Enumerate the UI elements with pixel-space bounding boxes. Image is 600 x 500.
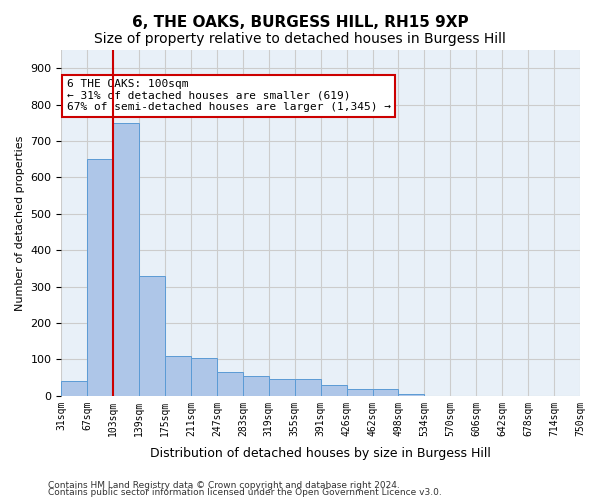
Text: 6 THE OAKS: 100sqm
← 31% of detached houses are smaller (619)
67% of semi-detach: 6 THE OAKS: 100sqm ← 31% of detached hou… bbox=[67, 79, 391, 112]
Y-axis label: Number of detached properties: Number of detached properties bbox=[15, 135, 25, 310]
Bar bbox=[191, 358, 217, 396]
Bar bbox=[243, 376, 269, 396]
Bar bbox=[217, 372, 243, 396]
Text: Contains HM Land Registry data © Crown copyright and database right 2024.: Contains HM Land Registry data © Crown c… bbox=[48, 480, 400, 490]
X-axis label: Distribution of detached houses by size in Burgess Hill: Distribution of detached houses by size … bbox=[150, 447, 491, 460]
Bar bbox=[398, 394, 424, 396]
Bar bbox=[61, 381, 88, 396]
Bar bbox=[139, 276, 165, 396]
Bar bbox=[347, 389, 373, 396]
Bar bbox=[88, 159, 113, 396]
Text: Contains public sector information licensed under the Open Government Licence v3: Contains public sector information licen… bbox=[48, 488, 442, 497]
Bar bbox=[269, 380, 295, 396]
Text: Size of property relative to detached houses in Burgess Hill: Size of property relative to detached ho… bbox=[94, 32, 506, 46]
Bar bbox=[321, 385, 347, 396]
Bar bbox=[165, 356, 191, 396]
Text: 6, THE OAKS, BURGESS HILL, RH15 9XP: 6, THE OAKS, BURGESS HILL, RH15 9XP bbox=[131, 15, 469, 30]
Bar bbox=[373, 389, 398, 396]
Bar bbox=[295, 380, 321, 396]
Bar bbox=[113, 123, 139, 396]
